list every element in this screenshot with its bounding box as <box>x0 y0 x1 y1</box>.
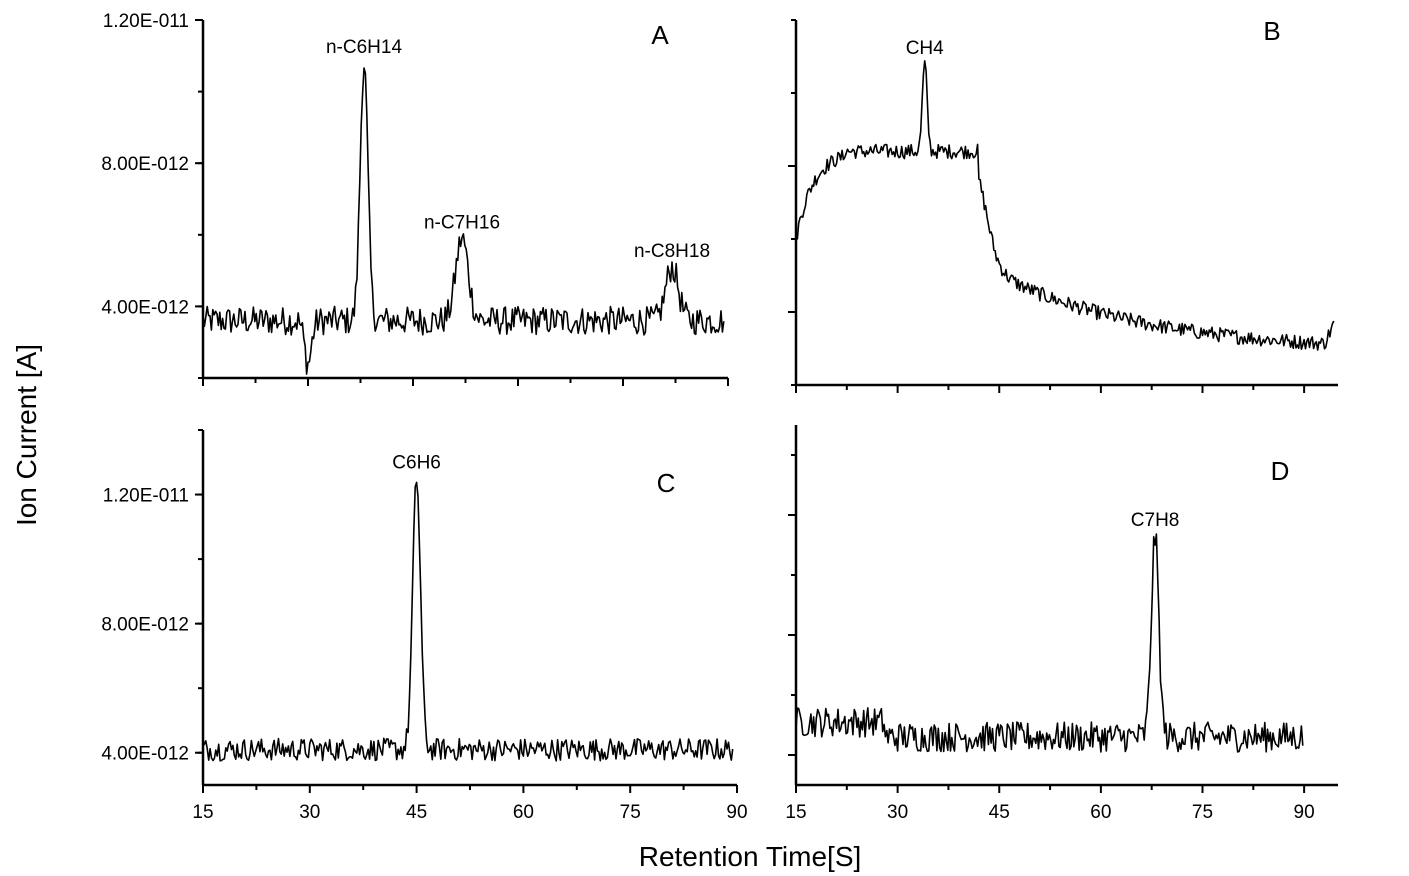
y-tick-label-A: 1.20E-011 <box>103 11 189 32</box>
x-tick-label-C: 15 <box>192 802 213 823</box>
x-tick-label-D: 90 <box>1294 802 1315 823</box>
y-tick-label-C: 8.00E-012 <box>101 615 189 636</box>
x-tick-label-D: 15 <box>785 802 806 823</box>
peak-label-C: C6H6 <box>392 452 441 473</box>
peak-label-A: n-C6H14 <box>326 37 402 58</box>
trace-A <box>202 67 725 375</box>
peak-label-D: C7H8 <box>1131 510 1180 531</box>
panel-letter-C: C <box>657 468 676 498</box>
x-tick-label-C: 75 <box>620 802 641 823</box>
x-tick-label-D: 75 <box>1192 802 1213 823</box>
x-tick-label-C: 60 <box>513 802 534 823</box>
trace-C <box>202 481 734 762</box>
panel-letter-B: B <box>1263 16 1280 46</box>
y-tick-label-C: 1.20E-011 <box>103 486 189 507</box>
peak-label-A: n-C8H18 <box>634 241 710 262</box>
peak-label-B: CH4 <box>906 38 944 59</box>
trace-B <box>795 60 1335 351</box>
y-axis-title: Ion Current [A] <box>11 344 42 526</box>
x-axis-title: Retention Time[S] <box>639 841 862 872</box>
x-tick-label-C: 45 <box>406 802 427 823</box>
y-tick-label-C: 4.00E-012 <box>101 744 189 765</box>
x-tick-label-D: 30 <box>887 802 908 823</box>
x-tick-label-C: 30 <box>299 802 320 823</box>
y-tick-label-A: 8.00E-012 <box>101 154 189 175</box>
x-tick-label-D: 45 <box>989 802 1010 823</box>
y-tick-label-A: 4.00E-012 <box>101 297 189 318</box>
x-tick-label-D: 60 <box>1090 802 1111 823</box>
x-tick-label-C: 90 <box>726 802 747 823</box>
panel-letter-D: D <box>1271 456 1290 486</box>
panel-letter-A: A <box>651 20 669 50</box>
peak-label-A: n-C7H16 <box>424 212 500 233</box>
trace-D <box>795 533 1304 753</box>
